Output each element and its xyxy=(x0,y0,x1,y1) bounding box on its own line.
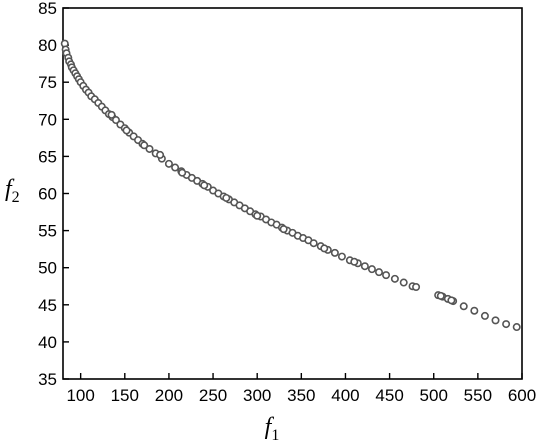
scatter-point xyxy=(330,248,339,257)
scatter-point xyxy=(253,211,262,220)
x-axis-ticks: 100 150 200 250 300 350 400 450 500 550 600 xyxy=(66,373,536,405)
x-tick-label: 300 xyxy=(243,386,271,405)
scatter-point xyxy=(140,141,149,150)
scatter-point xyxy=(156,150,165,159)
scatter-point xyxy=(279,225,288,234)
scatter-point xyxy=(350,257,359,266)
y-tick-label: 55 xyxy=(38,222,57,241)
y-axis-title: f2 xyxy=(5,176,20,206)
scatter-point xyxy=(412,282,421,291)
x-tick-label: 250 xyxy=(199,386,227,405)
y-tick-label: 70 xyxy=(38,110,57,129)
y-tick-label: 50 xyxy=(38,259,57,278)
x-tick-label: 550 xyxy=(464,386,492,405)
y-tick-label: 60 xyxy=(38,185,57,204)
scatter-point xyxy=(382,271,391,280)
scatter-point xyxy=(145,144,154,153)
scatter-point xyxy=(337,252,346,261)
scatter-point xyxy=(164,159,173,168)
plot-frame xyxy=(62,7,523,380)
scatter-point xyxy=(375,268,384,277)
scatter-point xyxy=(459,302,468,311)
scatter-point xyxy=(367,265,376,274)
scatter-point xyxy=(399,278,408,287)
scatter-point xyxy=(171,163,180,172)
scatter-point xyxy=(470,306,479,315)
y-tick-label: 80 xyxy=(38,36,57,55)
scatter-point xyxy=(222,193,231,202)
x-tick-label: 500 xyxy=(420,386,448,405)
scatter-point xyxy=(491,316,500,325)
scatter-point xyxy=(436,291,445,300)
y-axis-ticks: 35 40 45 50 55 60 65 70 75 80 85 xyxy=(38,0,69,389)
data-points xyxy=(60,39,521,332)
scatter-point xyxy=(178,168,187,177)
x-tick-label: 350 xyxy=(287,386,315,405)
scatter-point xyxy=(111,116,120,125)
y-tick-label: 45 xyxy=(38,296,57,315)
scatter-point xyxy=(309,239,318,248)
scatter-point xyxy=(107,110,116,119)
x-tick-label: 100 xyxy=(66,386,94,405)
scatter-point xyxy=(502,320,511,329)
scatter-point xyxy=(122,126,131,135)
y-tick-label: 65 xyxy=(38,147,57,166)
x-tick-label: 450 xyxy=(375,386,403,405)
scatter-point xyxy=(480,311,489,320)
scatter-point xyxy=(320,244,329,253)
scatter-point xyxy=(360,262,369,271)
x-tick-label: 150 xyxy=(111,386,139,405)
y-tick-label: 40 xyxy=(38,333,57,352)
y-tick-label: 75 xyxy=(38,73,57,92)
scatter-point xyxy=(512,323,521,332)
scatter-point xyxy=(390,274,399,283)
scatter-point xyxy=(200,181,209,190)
x-tick-label: 400 xyxy=(331,386,359,405)
x-axis-title: f1 xyxy=(265,414,280,440)
y-tick-label: 85 xyxy=(38,0,57,18)
y-tick-label: 35 xyxy=(38,370,57,389)
x-tick-label: 200 xyxy=(155,386,183,405)
x-tick-label: 600 xyxy=(508,386,536,405)
scatter-point xyxy=(447,296,456,305)
